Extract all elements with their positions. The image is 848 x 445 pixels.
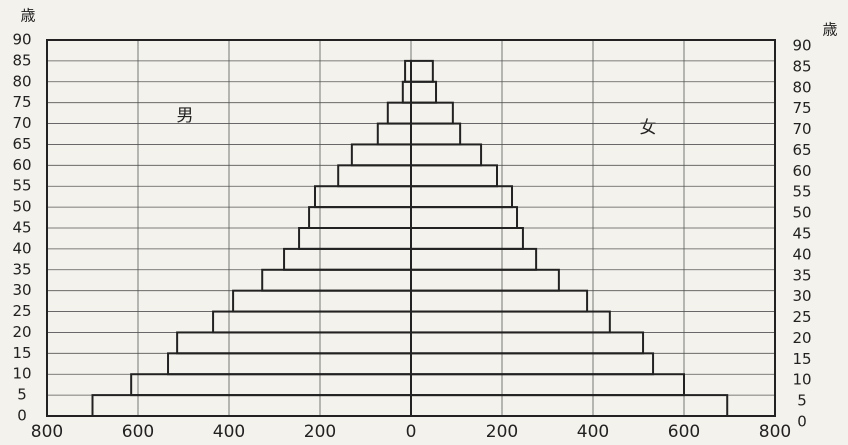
- right-label: 女: [640, 118, 657, 138]
- y-tick-label: 10: [12, 365, 31, 383]
- bar: [410, 394, 729, 418]
- y-tick-label-right: 70: [792, 120, 811, 138]
- bar: [350, 143, 413, 167]
- bar: [410, 268, 560, 292]
- bar: [410, 143, 483, 167]
- x-tick-label: 400: [577, 422, 609, 442]
- x-tick-label: 600: [668, 422, 700, 442]
- bar: [232, 289, 412, 313]
- y-tick-label: 70: [12, 114, 31, 132]
- bar: [410, 331, 645, 355]
- y-tick-label-right: 20: [792, 329, 811, 347]
- bar: [176, 331, 412, 355]
- x-tick-label: 200: [486, 422, 518, 442]
- left-label: 男: [177, 106, 194, 126]
- bar: [376, 122, 413, 146]
- y-tick-label: 40: [12, 239, 31, 257]
- bar: [410, 352, 655, 376]
- y-tick-label: 80: [12, 72, 31, 90]
- bar: [410, 80, 438, 104]
- y-tick-label-right: 60: [792, 162, 811, 180]
- x-tick-label: 600: [122, 422, 154, 442]
- y-tick-label: 15: [12, 344, 31, 362]
- y-tick-label-right: 90: [792, 37, 811, 55]
- unit-right: 歳: [822, 21, 837, 39]
- y-tick-label: 0: [17, 407, 27, 425]
- y-tick-label: 85: [12, 51, 31, 69]
- y-tick-label: 60: [12, 156, 31, 174]
- bar: [410, 247, 538, 271]
- bar: [337, 164, 413, 188]
- y-tick-label: 20: [12, 323, 31, 341]
- y-tick-label: 35: [12, 260, 31, 278]
- bar: [212, 310, 412, 334]
- bar: [410, 185, 514, 209]
- bar: [410, 101, 454, 125]
- bar: [410, 122, 462, 146]
- y-tick-label-right: 85: [792, 57, 811, 75]
- y-tick-label-right: 35: [792, 266, 811, 284]
- bar: [410, 164, 498, 188]
- bar: [410, 310, 611, 334]
- x-tick-label: 800: [759, 422, 791, 442]
- y-tick-label-right: 15: [792, 350, 811, 368]
- y-tick-label-right: 30: [792, 287, 811, 305]
- x-tick-label: 800: [31, 422, 63, 442]
- x-tick-label: 400: [213, 422, 245, 442]
- x-tick-label: 200: [304, 422, 336, 442]
- y-tick-label-right: 80: [792, 78, 811, 96]
- bar: [410, 227, 524, 250]
- bar: [401, 80, 412, 104]
- bar: [410, 59, 434, 83]
- y-tick-label-right: 10: [792, 371, 811, 389]
- bar: [167, 352, 412, 376]
- bar: [313, 185, 412, 209]
- x-tick-label: 0: [406, 422, 417, 442]
- y-tick-label-right: 25: [792, 308, 811, 326]
- y-tick-label-right: 55: [792, 183, 811, 201]
- y-tick-label: 25: [12, 302, 31, 320]
- bar: [130, 373, 413, 397]
- y-tick-label: 75: [12, 93, 31, 111]
- bar: [298, 227, 413, 250]
- y-tick-label-right: 65: [792, 141, 811, 159]
- y-tick-label-right: 50: [792, 204, 811, 222]
- bar: [91, 394, 412, 418]
- bar: [308, 206, 412, 230]
- y-tick-label-right: 5: [797, 392, 807, 410]
- y-tick-label-right: 0: [797, 413, 807, 431]
- bar: [410, 206, 519, 230]
- bar: [261, 268, 412, 292]
- y-tick-label: 45: [12, 219, 31, 237]
- bar: [410, 289, 589, 313]
- y-tick-label: 30: [12, 281, 31, 299]
- y-tick-label: 90: [12, 31, 31, 49]
- y-tick-label-right: 75: [792, 99, 811, 117]
- y-tick-label-right: 40: [792, 245, 811, 263]
- y-tick-label: 65: [12, 135, 31, 153]
- unit-left: 歳: [20, 7, 35, 25]
- bar: [283, 247, 412, 271]
- y-tick-label: 55: [12, 177, 31, 195]
- y-tick-label-right: 45: [792, 225, 811, 243]
- y-tick-label: 5: [17, 386, 27, 404]
- y-tick-label: 50: [12, 198, 31, 216]
- bar: [410, 373, 685, 397]
- bar: [386, 101, 413, 125]
